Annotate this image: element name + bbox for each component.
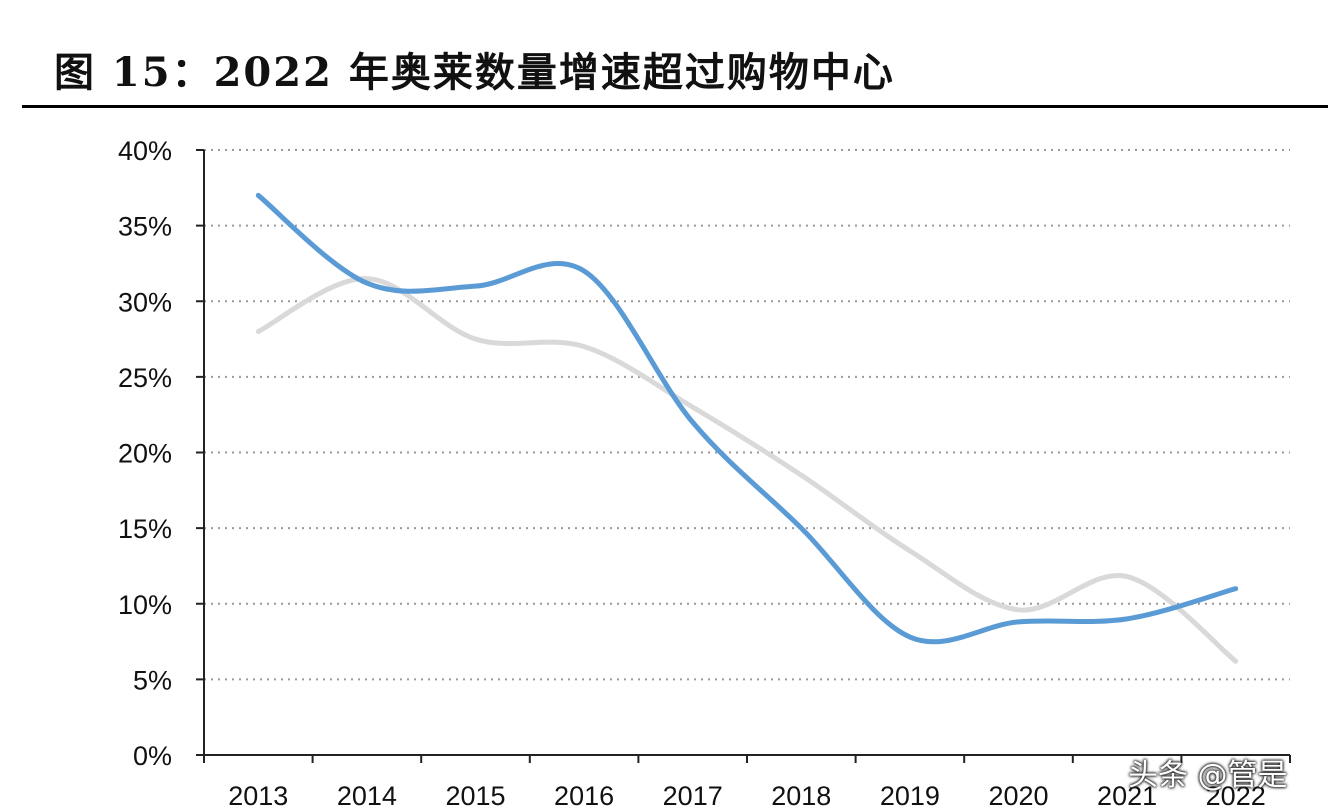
x-tick-label: 2020 [988,781,1048,808]
x-tick-label: 2014 [337,781,397,808]
x-tick-label: 2016 [554,781,614,808]
series-line-2 [255,276,1239,664]
axes [196,149,1291,763]
y-tick-label: 40% [118,136,172,166]
y-axis-ticks: 0% 5% 10% 15% 20% 25% 30% 35% 40% [118,136,172,771]
series-lines [255,192,1239,664]
x-tick-label: 2021 [1097,781,1157,808]
y-tick-label: 5% [133,665,172,695]
y-tick-label: 10% [118,590,172,620]
x-axis-ticks: 2013 2014 2015 2016 2017 2018 2019 2020 2021 2022 [228,781,1265,808]
x-tick-label: 2015 [445,781,505,808]
y-tick-label: 15% [118,514,172,544]
y-tick-label: 25% [118,363,172,393]
x-tick-label: 2017 [663,781,723,808]
series-line-1 [255,192,1239,645]
y-tick-label: 0% [133,741,172,771]
x-tick-label: 2022 [1206,781,1266,808]
y-tick-label: 35% [118,212,172,242]
chart-title: 图 15：2022 年奥莱数量增速超过购物中心 [54,49,895,96]
y-tick-label: 20% [118,439,172,469]
gridlines [204,149,1290,681]
x-tick-label: 2019 [880,781,940,808]
watermark: 头条 @管是 [1128,758,1288,793]
x-tick-label: 2013 [228,781,288,808]
title-divider [22,105,1328,108]
y-tick-label: 30% [118,287,172,317]
x-tick-label: 2018 [771,781,831,808]
